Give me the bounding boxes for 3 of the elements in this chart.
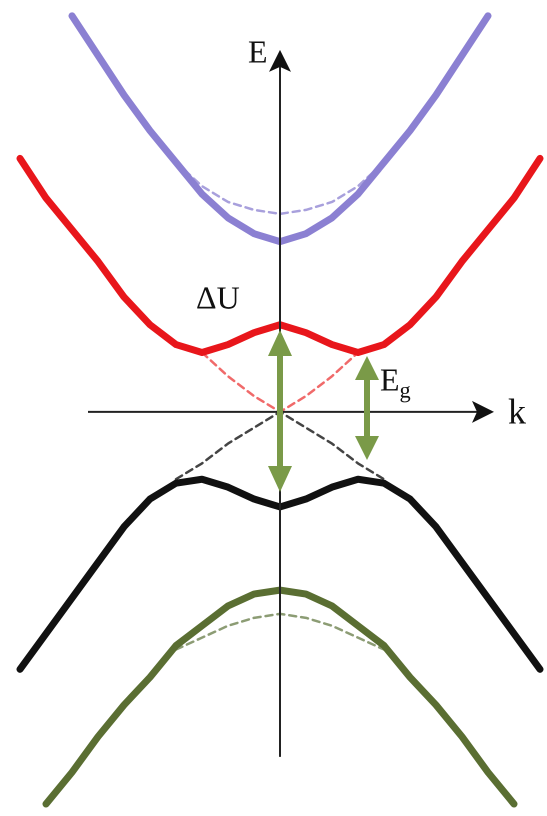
annotation: ΔU (196, 279, 240, 316)
y-axis-title: E (248, 33, 268, 70)
x-axis-title: k (508, 391, 526, 432)
